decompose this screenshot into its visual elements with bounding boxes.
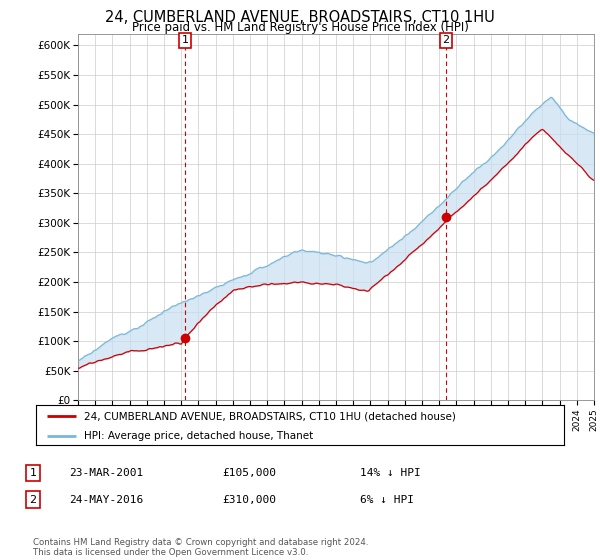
Text: 24, CUMBERLAND AVENUE, BROADSTAIRS, CT10 1HU (detached house): 24, CUMBERLAND AVENUE, BROADSTAIRS, CT10… bbox=[83, 411, 455, 421]
Text: 1: 1 bbox=[181, 35, 188, 45]
Text: £105,000: £105,000 bbox=[222, 468, 276, 478]
Text: 14% ↓ HPI: 14% ↓ HPI bbox=[360, 468, 421, 478]
Text: 24-MAY-2016: 24-MAY-2016 bbox=[69, 494, 143, 505]
Text: 23-MAR-2001: 23-MAR-2001 bbox=[69, 468, 143, 478]
Text: 1: 1 bbox=[29, 468, 37, 478]
Text: Contains HM Land Registry data © Crown copyright and database right 2024.
This d: Contains HM Land Registry data © Crown c… bbox=[33, 538, 368, 557]
Text: HPI: Average price, detached house, Thanet: HPI: Average price, detached house, Than… bbox=[83, 431, 313, 441]
Text: 24, CUMBERLAND AVENUE, BROADSTAIRS, CT10 1HU: 24, CUMBERLAND AVENUE, BROADSTAIRS, CT10… bbox=[105, 10, 495, 25]
Text: 2: 2 bbox=[442, 35, 449, 45]
Text: £310,000: £310,000 bbox=[222, 494, 276, 505]
Text: Price paid vs. HM Land Registry's House Price Index (HPI): Price paid vs. HM Land Registry's House … bbox=[131, 21, 469, 34]
Text: 6% ↓ HPI: 6% ↓ HPI bbox=[360, 494, 414, 505]
Text: 2: 2 bbox=[29, 494, 37, 505]
